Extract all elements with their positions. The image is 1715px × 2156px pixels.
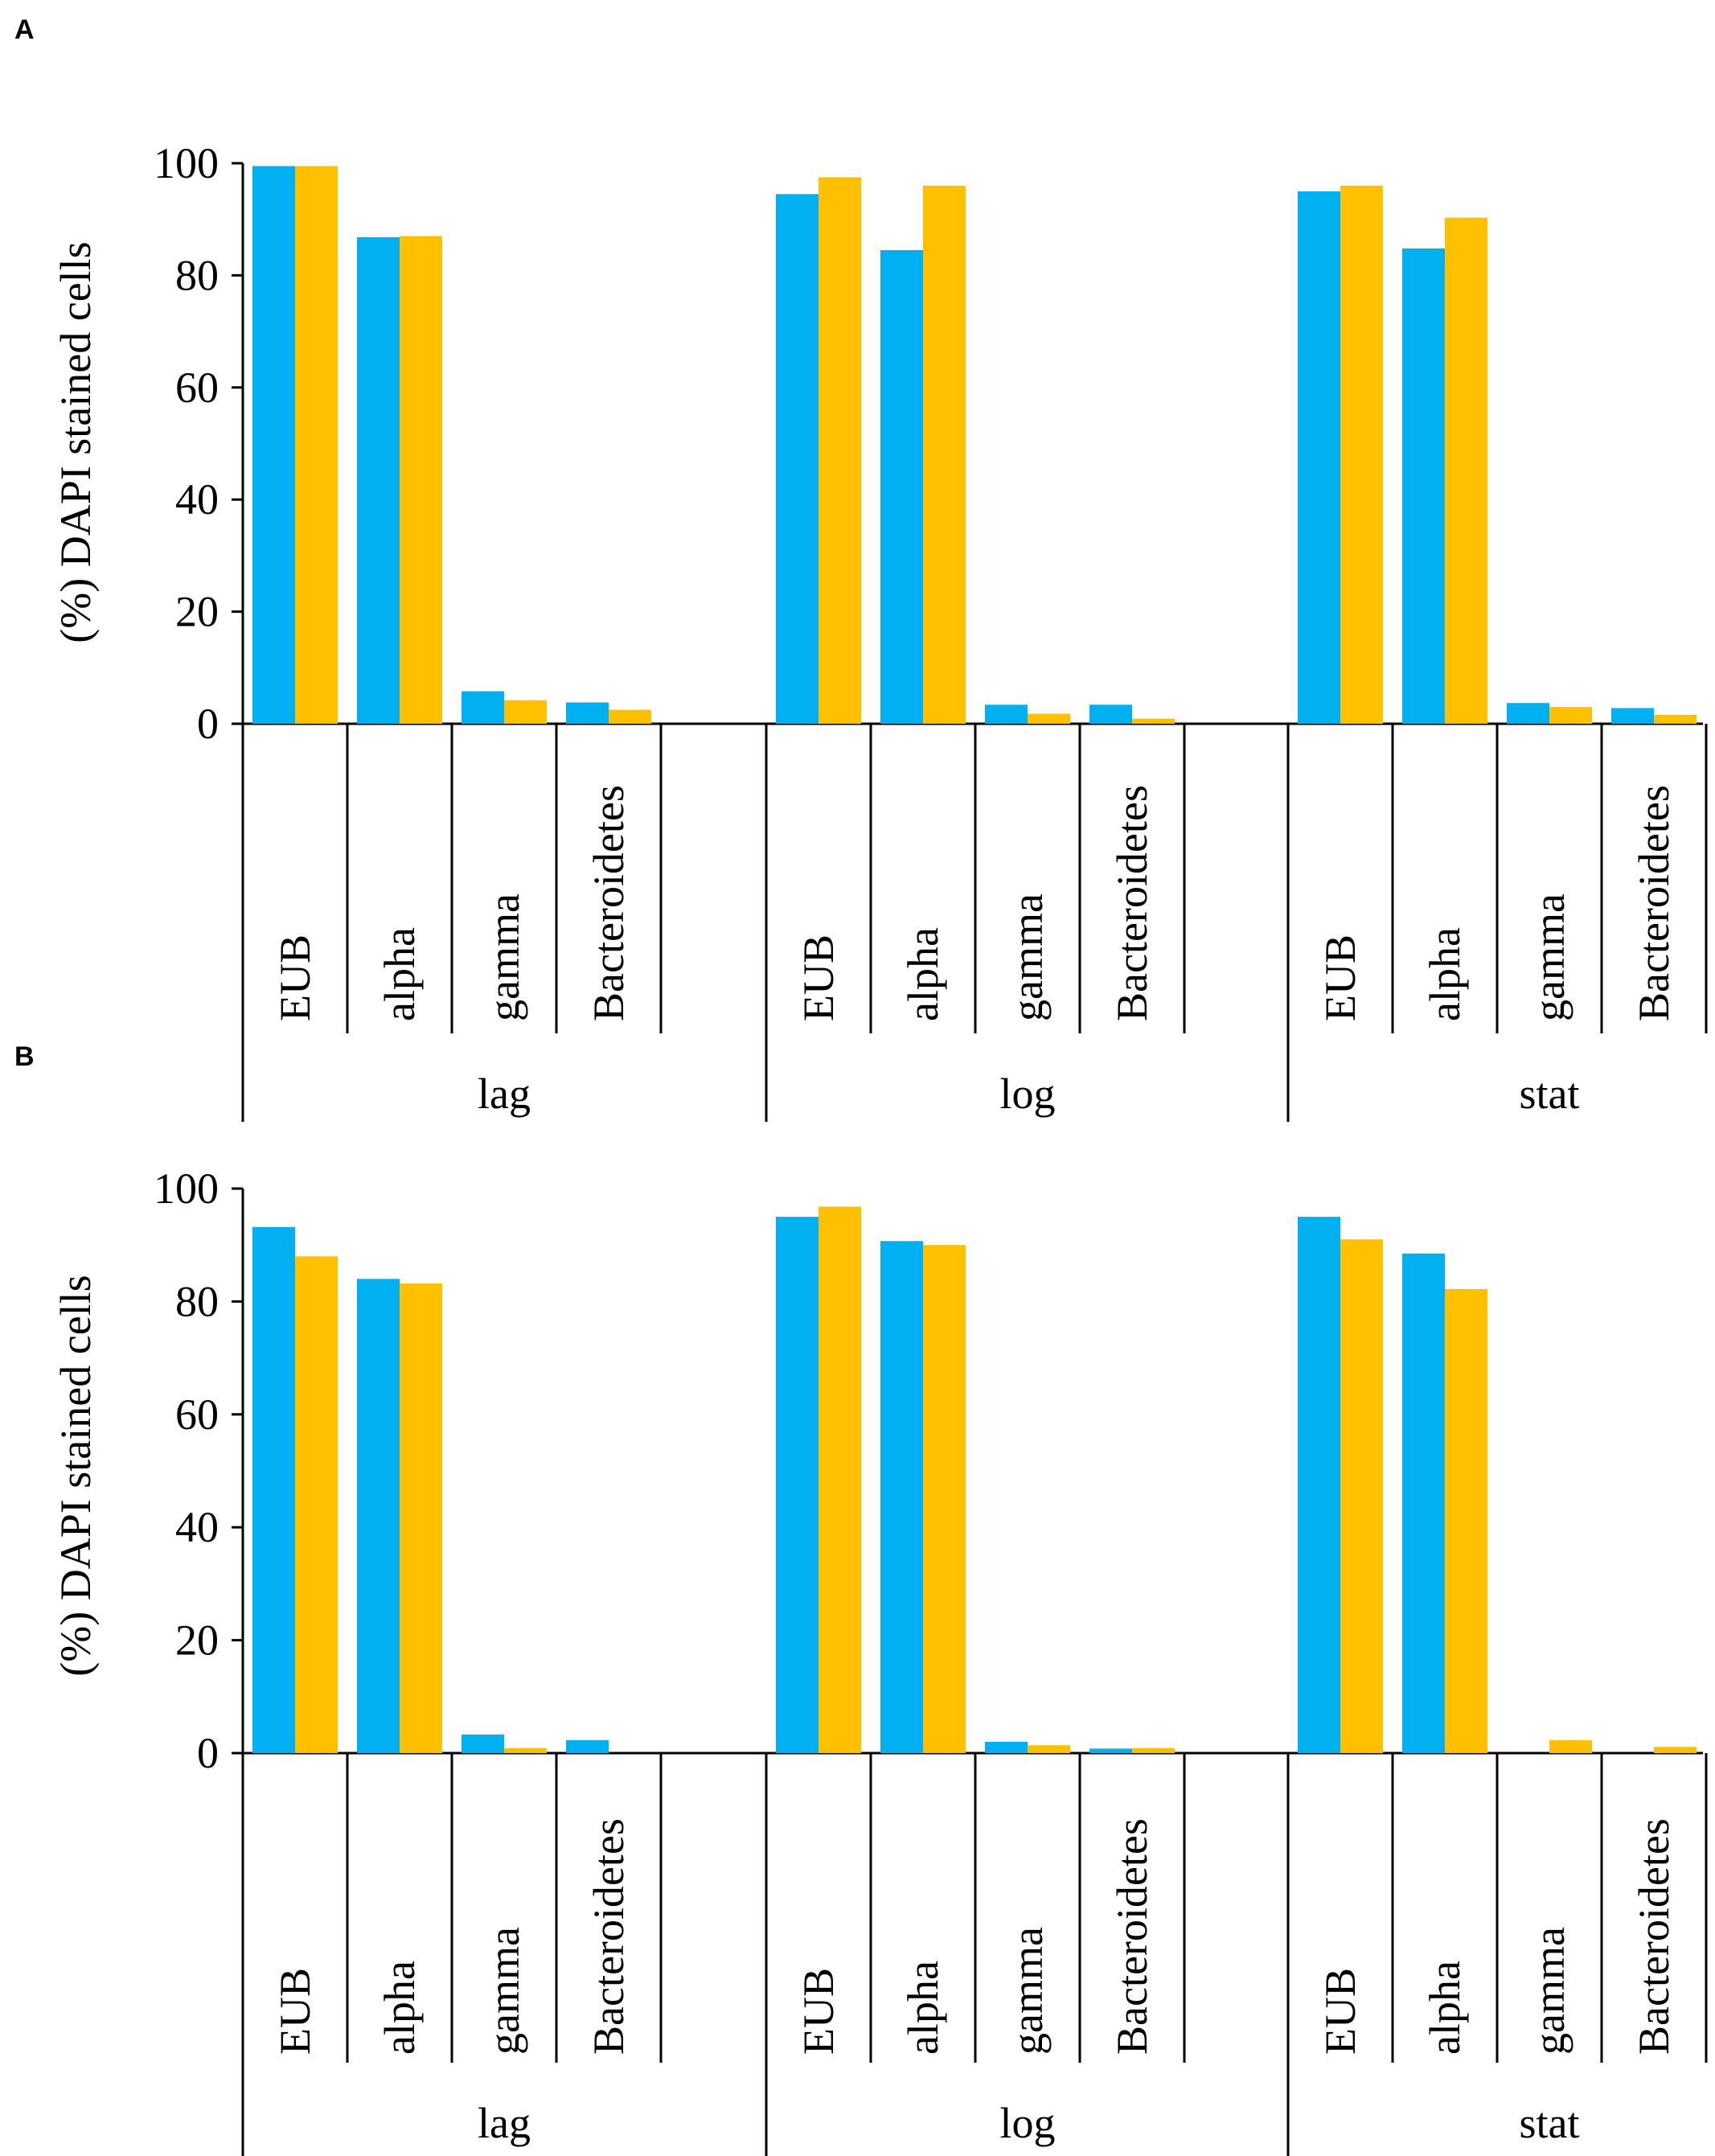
category-label: Bacteroidetes [1630, 1818, 1678, 2055]
bar-series2 [1654, 1747, 1697, 1753]
bar-series2 [1549, 1739, 1592, 1753]
bar-series2 [819, 177, 861, 725]
group-label: stat [1520, 1070, 1580, 1118]
category-label: EUB [794, 1968, 843, 2055]
y-tick-label: 0 [197, 1729, 219, 1777]
bar-series2 [1340, 185, 1383, 724]
y-axis-title: (%) DAPI stained cells [51, 241, 100, 643]
bar-series2 [400, 1283, 442, 1753]
bar-series1 [1089, 704, 1132, 724]
bar-series2 [1445, 1288, 1487, 1753]
bar-series1 [880, 1241, 923, 1753]
bar-series2 [1340, 1239, 1383, 1753]
y-tick-label: 20 [175, 1616, 219, 1665]
category-label: EUB [794, 934, 843, 1021]
group-label: stat [1520, 2099, 1580, 2147]
bar-series2 [609, 709, 651, 724]
bar-series1 [880, 250, 923, 724]
category-label: alpha [899, 927, 947, 1021]
group-label: log [999, 2099, 1055, 2147]
bar-series2 [1132, 718, 1175, 724]
bar-series1 [776, 1217, 819, 1753]
category-label: EUB [271, 1968, 319, 2055]
bar-series2 [1028, 713, 1070, 724]
bar-series2 [1549, 707, 1592, 724]
bar-series2 [1028, 1745, 1070, 1753]
y-tick-label: 80 [175, 1277, 219, 1325]
category-label: Bacteroidetes [585, 1818, 633, 2055]
bar-series1 [985, 704, 1028, 724]
y-axis-title: (%) DAPI stained cells [51, 1275, 100, 1676]
bar-series2 [1445, 217, 1487, 724]
category-label: gamma [1003, 893, 1052, 1021]
y-tick-label: 40 [175, 1503, 219, 1551]
category-label: alpha [899, 1961, 947, 2055]
category-label: alpha [375, 1961, 424, 2055]
bar-series2 [1654, 714, 1697, 724]
panel-b: B 0 20 40 60 80 100 (%) DAPI stained cells EUB al… [14, 1041, 1708, 2156]
bar-series1 [462, 691, 504, 724]
y-tick-label: 40 [175, 475, 219, 524]
bar-series1 [566, 702, 609, 724]
bar-series1 [1298, 1217, 1340, 1753]
y-tick-label: 60 [175, 1390, 219, 1439]
bar-series1 [252, 166, 295, 725]
group-label: lag [478, 1070, 531, 1118]
y-tick-label: 0 [197, 700, 219, 748]
bar-series2 [400, 236, 442, 724]
bar-series1 [776, 194, 819, 724]
bar-series2 [923, 1245, 966, 1753]
category-label: Bacteroidetes [1108, 785, 1156, 1021]
category-label: Bacteroidetes [1630, 785, 1678, 1021]
bar-series2 [1132, 1747, 1175, 1753]
y-tick-label: 20 [175, 588, 219, 636]
bar-series2 [504, 1747, 547, 1753]
bar-series1 [1611, 708, 1654, 724]
bar-series2 [295, 166, 338, 725]
bar-series1 [357, 237, 400, 724]
category-label: gamma [480, 1927, 528, 2055]
bar-series1 [252, 1226, 295, 1753]
bar-series1 [985, 1741, 1028, 1753]
y-tick-label: 80 [175, 251, 219, 299]
bar-series1 [1402, 248, 1445, 725]
panel-label: A [14, 14, 35, 45]
category-label: alpha [1421, 1961, 1469, 2055]
group-label: log [999, 1070, 1055, 1118]
y-tick-label: 100 [154, 139, 219, 187]
category-label: EUB [1316, 934, 1364, 1021]
category-label: gamma [480, 893, 528, 1021]
category-label: gamma [1525, 893, 1573, 1021]
category-label: alpha [1421, 927, 1469, 1021]
bar-series1 [462, 1734, 504, 1753]
bar-series2 [295, 1256, 338, 1753]
category-label: Bacteroidetes [585, 785, 633, 1021]
bar-series1 [357, 1279, 400, 1753]
bar-series1 [566, 1739, 609, 1753]
category-label: gamma [1003, 1927, 1052, 2055]
bar-series1 [1089, 1748, 1132, 1753]
category-label: alpha [375, 927, 424, 1021]
bar-series2 [819, 1206, 861, 1753]
bar-series1 [1402, 1253, 1445, 1753]
category-label: EUB [271, 934, 319, 1021]
category-label: Bacteroidetes [1108, 1818, 1156, 2055]
bar-series2 [504, 700, 547, 724]
category-label: gamma [1525, 1927, 1573, 2055]
y-tick-label: 100 [154, 1164, 219, 1213]
bar-series1 [1298, 191, 1340, 725]
bar-series2 [923, 185, 966, 724]
category-label: EUB [1316, 1968, 1364, 2055]
panel-a: A 0 20 40 60 80 100 (%) DAPI stained cells EUB al… [14, 14, 1708, 1122]
y-tick-label: 60 [175, 363, 219, 412]
panel-label: B [14, 1041, 35, 1072]
bar-series1 [1507, 703, 1549, 724]
group-label: lag [478, 2099, 531, 2147]
